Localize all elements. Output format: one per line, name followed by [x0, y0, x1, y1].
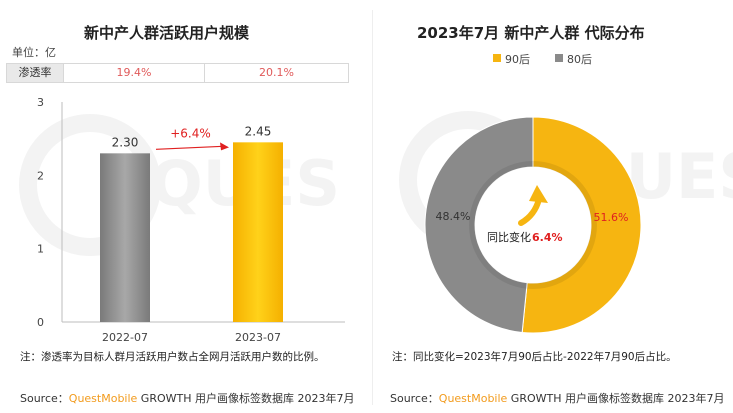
right-chart-title: 2023年7月 新中产人群 代际分布 [417, 24, 645, 42]
watermark-ring [19, 114, 161, 256]
bar-chart: QUES 0 1 2 3 2.30 2022-07 2.45 2023-07 +6.4% [19, 96, 345, 344]
slice-label-90: 51.6% [594, 211, 629, 224]
penetration-row: 渗透率 19.4% 20.1% [6, 63, 349, 83]
x-tick-label: 2023-07 [235, 331, 281, 344]
y-tick-label: 2 [37, 169, 44, 182]
penetration-value-2023: 20.1% [259, 66, 294, 79]
right-chart-note: 注：同比变化=2023年7月90后占比-2022年7月90后占比。 [392, 351, 677, 363]
center-label: 同比变化 [487, 230, 531, 244]
penetration-label: 渗透率 [7, 64, 64, 82]
legend-label-80: 80后 [567, 53, 592, 66]
watermark-left: QUES [19, 114, 340, 256]
legend-swatch-80 [555, 54, 563, 62]
y-tick-label: 1 [37, 243, 44, 256]
trend-up-arrow-icon [518, 185, 548, 226]
y-tick-label: 0 [37, 316, 44, 329]
left-chart-source: Source：QuestMobile GROWTH 用户画像标签数据库 2023… [20, 390, 355, 406]
penetration-value-2022: 19.4% [64, 64, 205, 82]
left-chart-title: 新中产人群活跃用户规模 [84, 24, 250, 42]
source-rest: GROWTH 用户画像标签数据库 2023年7月 [137, 392, 355, 405]
source-brand: QuestMobile [68, 392, 138, 405]
source-prefix: Source： [390, 392, 439, 405]
x-tick-label: 2022-07 [102, 331, 148, 344]
donut-inner-shade [469, 161, 597, 289]
growth-arrow-line [155, 145, 224, 150]
center-value: 6.4% [532, 231, 563, 244]
growth-arrow-head [220, 142, 229, 151]
legend-label-90: 90后 [505, 53, 530, 66]
y-tick-label: 3 [37, 96, 44, 109]
bar-2023-07 [233, 142, 283, 322]
bar-value-label: 2.45 [245, 124, 272, 138]
slice-label-80: 48.4% [436, 210, 471, 223]
growth-label: +6.4% [170, 126, 211, 140]
legend-swatch-90 [493, 54, 501, 62]
unit-label: 单位：亿 [12, 46, 56, 59]
panel-divider [372, 10, 373, 405]
source-rest: GROWTH 用户画像标签数据库 2023年7月 [507, 392, 725, 405]
source-brand: QuestMobile [438, 392, 508, 405]
source-prefix: Source： [20, 392, 69, 405]
right-chart-source: Source：QuestMobile GROWTH 用户画像标签数据库 2023… [390, 390, 725, 406]
bar-value-label: 2.30 [112, 135, 139, 149]
left-chart-note: 注：渗透率为目标人群月活跃用户数占全网月活跃用户数的比例。 [20, 351, 325, 363]
bar-2022-07 [100, 153, 150, 322]
donut-hole [475, 167, 591, 283]
